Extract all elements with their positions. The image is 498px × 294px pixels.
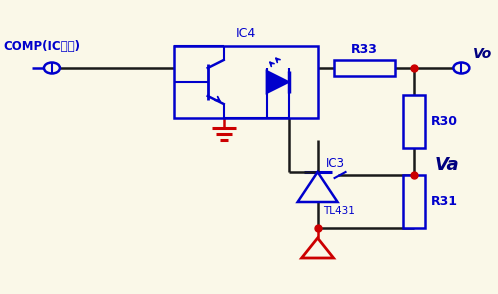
Text: Vo: Vo (474, 47, 493, 61)
Text: R30: R30 (430, 115, 458, 128)
Bar (334, 60, 395, 76)
Text: COMP(IC的脚): COMP(IC的脚) (3, 39, 80, 53)
Polygon shape (266, 71, 289, 93)
Text: TL431: TL431 (323, 206, 355, 216)
Bar (174, 46, 318, 118)
Text: R31: R31 (430, 195, 458, 208)
Text: Va: Va (434, 156, 459, 173)
Text: R33: R33 (351, 43, 378, 56)
Text: IC3: IC3 (326, 157, 345, 170)
Bar (403, 175, 425, 228)
Text: IC4: IC4 (236, 27, 256, 40)
Bar (403, 95, 425, 148)
